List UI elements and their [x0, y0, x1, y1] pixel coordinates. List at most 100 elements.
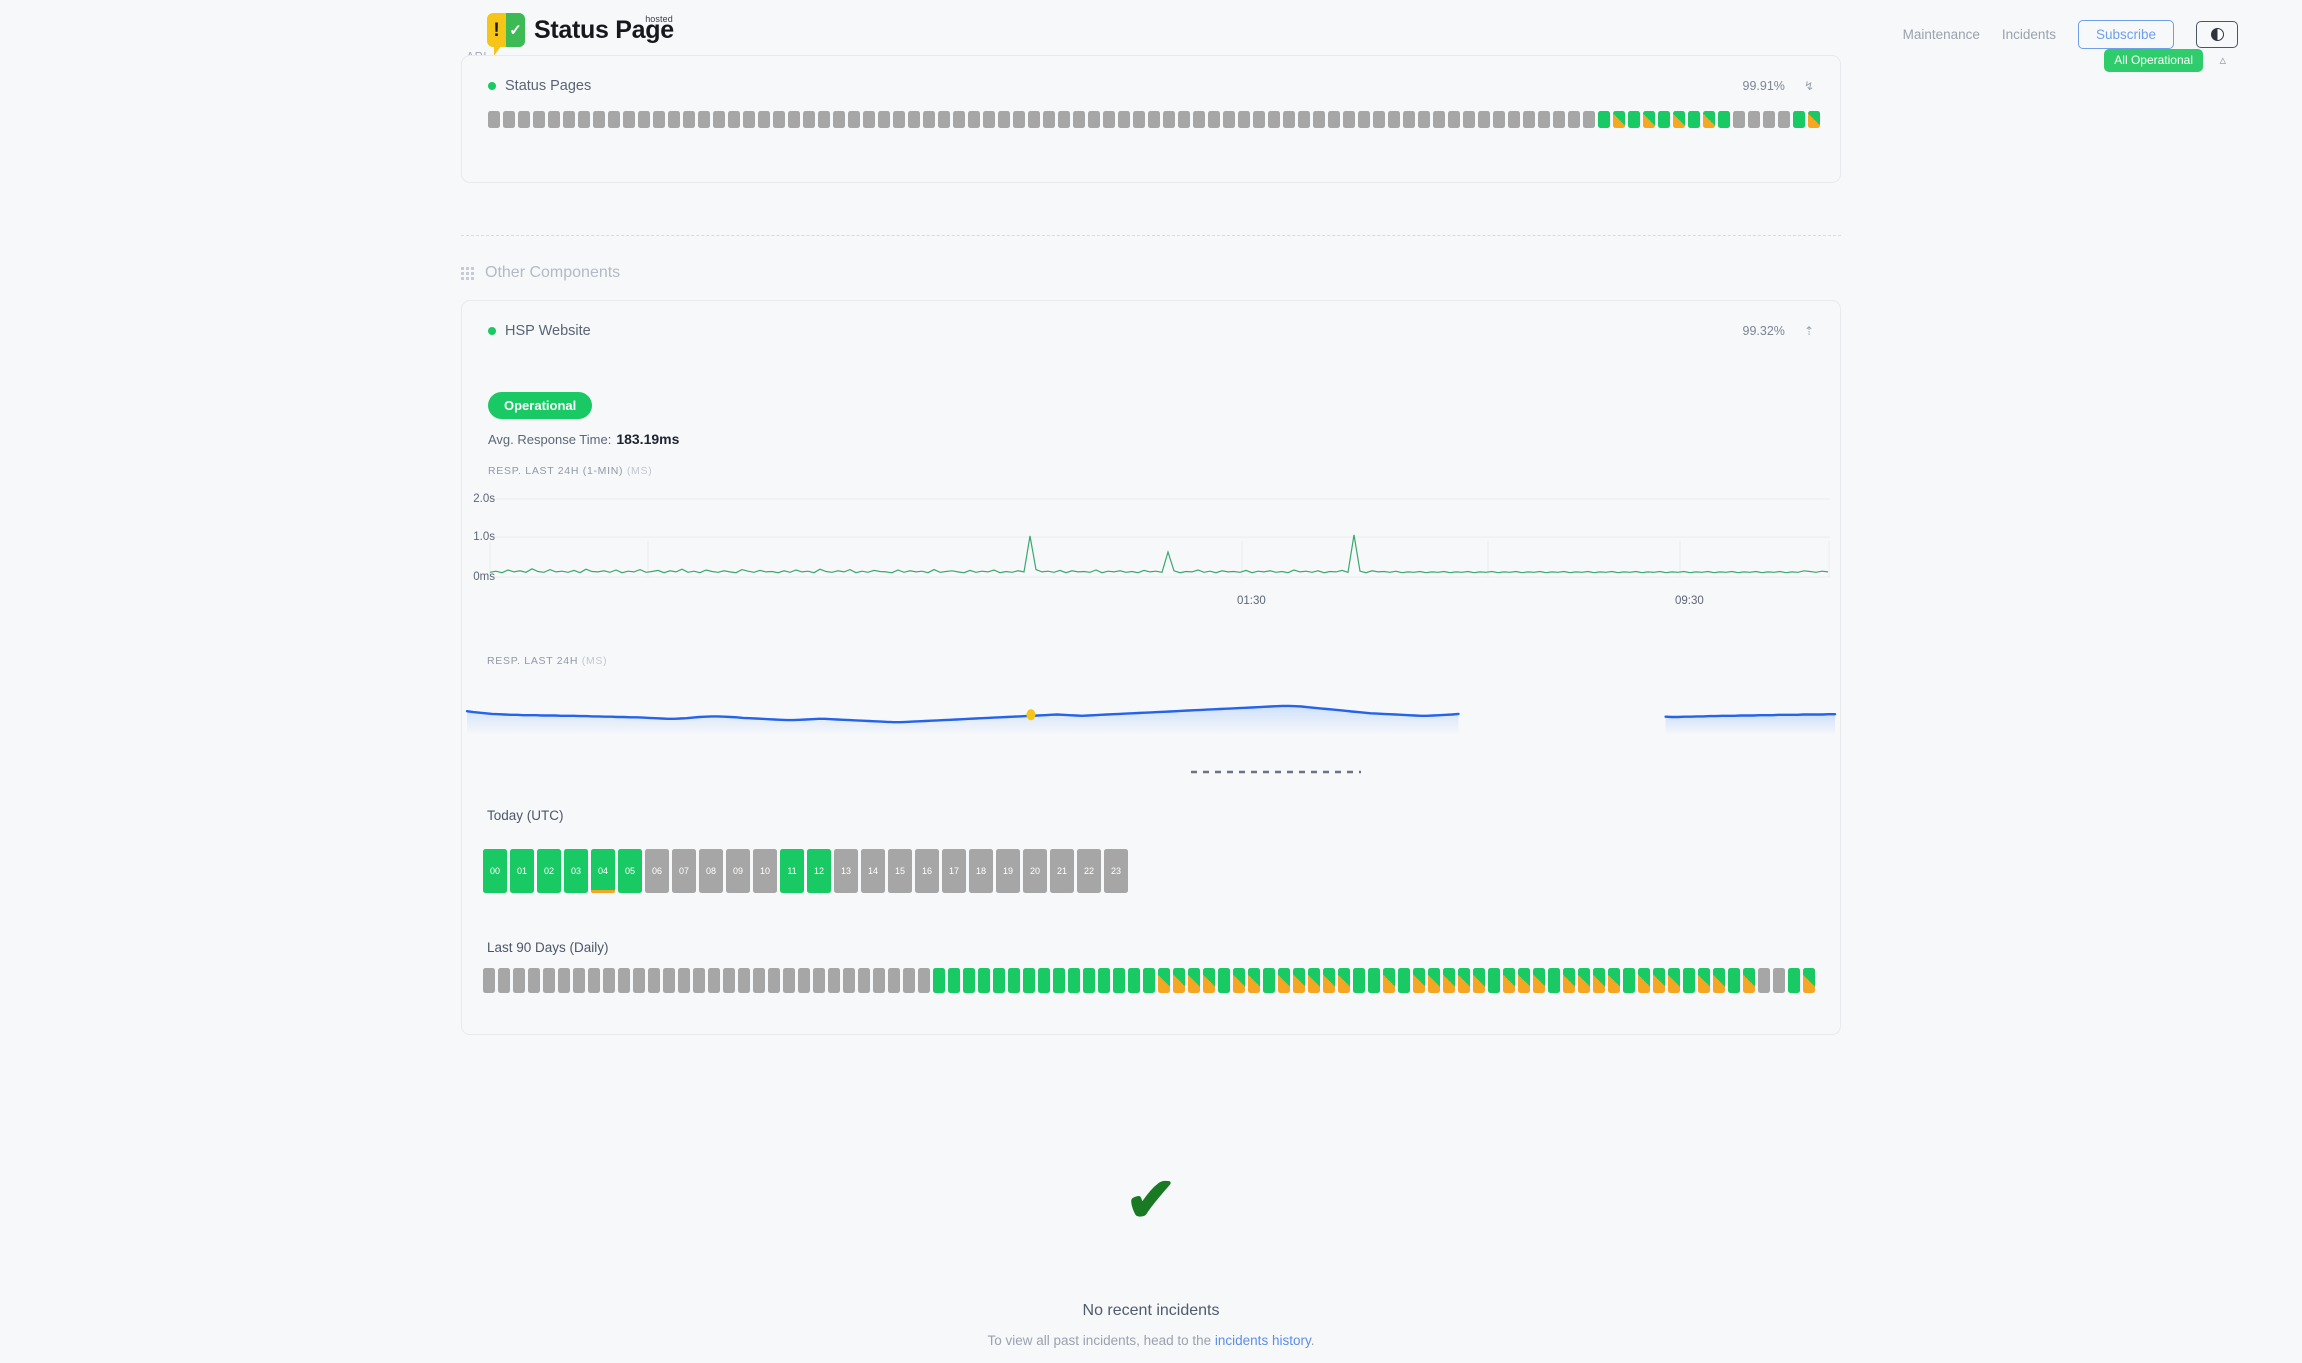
uptime-bar[interactable]: [828, 968, 840, 993]
chart-resp-24h-area[interactable]: [461, 690, 1841, 800]
uptime-bar[interactable]: [1043, 111, 1055, 128]
uptime-bar[interactable]: [1148, 111, 1160, 128]
uptime-bar[interactable]: [843, 968, 855, 993]
uptime-bar[interactable]: [1758, 968, 1770, 993]
hour-cell[interactable]: 22: [1077, 849, 1101, 893]
uptime-bar[interactable]: [573, 968, 585, 993]
uptime-bar[interactable]: [1173, 968, 1185, 993]
chart-resp-24h-1min[interactable]: 2.0s 1.0s 0ms 01:30 09:30: [470, 493, 1830, 630]
uptime-bar[interactable]: [773, 111, 785, 128]
uptime-bar[interactable]: [1523, 111, 1535, 128]
uptime-bar[interactable]: [518, 111, 530, 128]
uptime-bar[interactable]: [1643, 111, 1655, 128]
uptime-bar[interactable]: [1238, 111, 1250, 128]
hour-cell[interactable]: 02: [537, 849, 561, 893]
hour-cell[interactable]: 07: [672, 849, 696, 893]
uptime-bar[interactable]: [1073, 111, 1085, 128]
hour-cell[interactable]: 00: [483, 849, 507, 893]
uptime-bar[interactable]: [558, 968, 570, 993]
incidents-history-link[interactable]: incidents history: [1214, 1333, 1311, 1348]
uptime-bar[interactable]: [1308, 968, 1320, 993]
uptime-bar[interactable]: [1368, 968, 1380, 993]
uptime-bar[interactable]: [1103, 111, 1115, 128]
uptime-bar[interactable]: [858, 968, 870, 993]
uptime-bar[interactable]: [1508, 111, 1520, 128]
hour-cell[interactable]: 05: [618, 849, 642, 893]
uptime-bar[interactable]: [1278, 968, 1290, 993]
uptime-bar[interactable]: [738, 968, 750, 993]
uptime-bar[interactable]: [1613, 111, 1625, 128]
uptime-bar[interactable]: [683, 111, 695, 128]
uptime-bar[interactable]: [1428, 968, 1440, 993]
uptime-bar[interactable]: [963, 968, 975, 993]
today-hour-strip[interactable]: 00 01 02 03 04 05 06 07 08 09 10 11 12 13 14 15 16 17 18 19…: [483, 849, 1128, 893]
uptime-bar[interactable]: [1778, 111, 1790, 128]
uptime-bar[interactable]: [1733, 111, 1745, 128]
uptime-bar[interactable]: [1448, 111, 1460, 128]
uptime-bar[interactable]: [1058, 111, 1070, 128]
uptime-bar[interactable]: [953, 111, 965, 128]
uptime-bar[interactable]: [1698, 968, 1710, 993]
uptime-bar[interactable]: [1353, 968, 1365, 993]
uptime-bar[interactable]: [1598, 111, 1610, 128]
uptime-bar[interactable]: [903, 968, 915, 993]
hour-cell[interactable]: 13: [834, 849, 858, 893]
uptime-bar[interactable]: [1548, 968, 1560, 993]
uptime-bar[interactable]: [1383, 968, 1395, 993]
uptime-bar[interactable]: [758, 111, 770, 128]
uptime-bar[interactable]: [1203, 968, 1215, 993]
uptime-bar[interactable]: [1088, 111, 1100, 128]
uptime-bar[interactable]: [728, 111, 740, 128]
uptime-bar[interactable]: [1628, 111, 1640, 128]
uptime-bar[interactable]: [1653, 968, 1665, 993]
uptime-bar[interactable]: [1013, 111, 1025, 128]
uptime-bar[interactable]: [1208, 111, 1220, 128]
uptime-bar[interactable]: [1023, 968, 1035, 993]
uptime-bar[interactable]: [1143, 968, 1155, 993]
uptime-bar[interactable]: [1748, 111, 1760, 128]
uptime-bar[interactable]: [1028, 111, 1040, 128]
component-hsp-website[interactable]: HSP Website: [488, 323, 591, 339]
uptime-bar[interactable]: [618, 968, 630, 993]
uptime-bar[interactable]: [1688, 111, 1700, 128]
uptime-bar[interactable]: [798, 968, 810, 993]
uptime-bar[interactable]: [698, 111, 710, 128]
uptime-strip-status-pages[interactable]: [462, 94, 1840, 128]
uptime-bar[interactable]: [1128, 968, 1140, 993]
uptime-bar[interactable]: [923, 111, 935, 128]
uptime-bar[interactable]: [1728, 968, 1740, 993]
uptime-bar[interactable]: [1518, 968, 1530, 993]
uptime-bar[interactable]: [863, 111, 875, 128]
uptime-bar[interactable]: [1533, 968, 1545, 993]
hour-cell[interactable]: 19: [996, 849, 1020, 893]
uptime-bar[interactable]: [608, 111, 620, 128]
uptime-bar[interactable]: [1343, 111, 1355, 128]
uptime-bar[interactable]: [1658, 111, 1670, 128]
uptime-bar[interactable]: [1773, 968, 1785, 993]
hour-cell[interactable]: 20: [1023, 849, 1047, 893]
uptime-bar[interactable]: [1808, 111, 1820, 128]
uptime-bar[interactable]: [873, 968, 885, 993]
hour-cell[interactable]: 21: [1050, 849, 1074, 893]
hour-cell[interactable]: 15: [888, 849, 912, 893]
uptime-bar[interactable]: [1608, 968, 1620, 993]
hour-cell[interactable]: 16: [915, 849, 939, 893]
uptime-bar[interactable]: [1388, 111, 1400, 128]
uptime-bar[interactable]: [993, 968, 1005, 993]
uptime-bar[interactable]: [543, 968, 555, 993]
uptime-bar[interactable]: [1743, 968, 1755, 993]
uptime-bar[interactable]: [1718, 111, 1730, 128]
nav-link-incidents[interactable]: Incidents: [2001, 27, 2056, 42]
uptime-bar[interactable]: [503, 111, 515, 128]
uptime-bar[interactable]: [1478, 111, 1490, 128]
hour-cell[interactable]: 04: [591, 849, 615, 893]
uptime-bar[interactable]: [1338, 968, 1350, 993]
uptime-bar[interactable]: [1163, 111, 1175, 128]
uptime-bar[interactable]: [588, 968, 600, 993]
hour-cell[interactable]: 17: [942, 849, 966, 893]
uptime-bar[interactable]: [1703, 111, 1715, 128]
uptime-bar[interactable]: [1253, 111, 1265, 128]
ninety-days-strip[interactable]: [483, 968, 1815, 993]
hour-cell[interactable]: 12: [807, 849, 831, 893]
hour-cell[interactable]: 08: [699, 849, 723, 893]
